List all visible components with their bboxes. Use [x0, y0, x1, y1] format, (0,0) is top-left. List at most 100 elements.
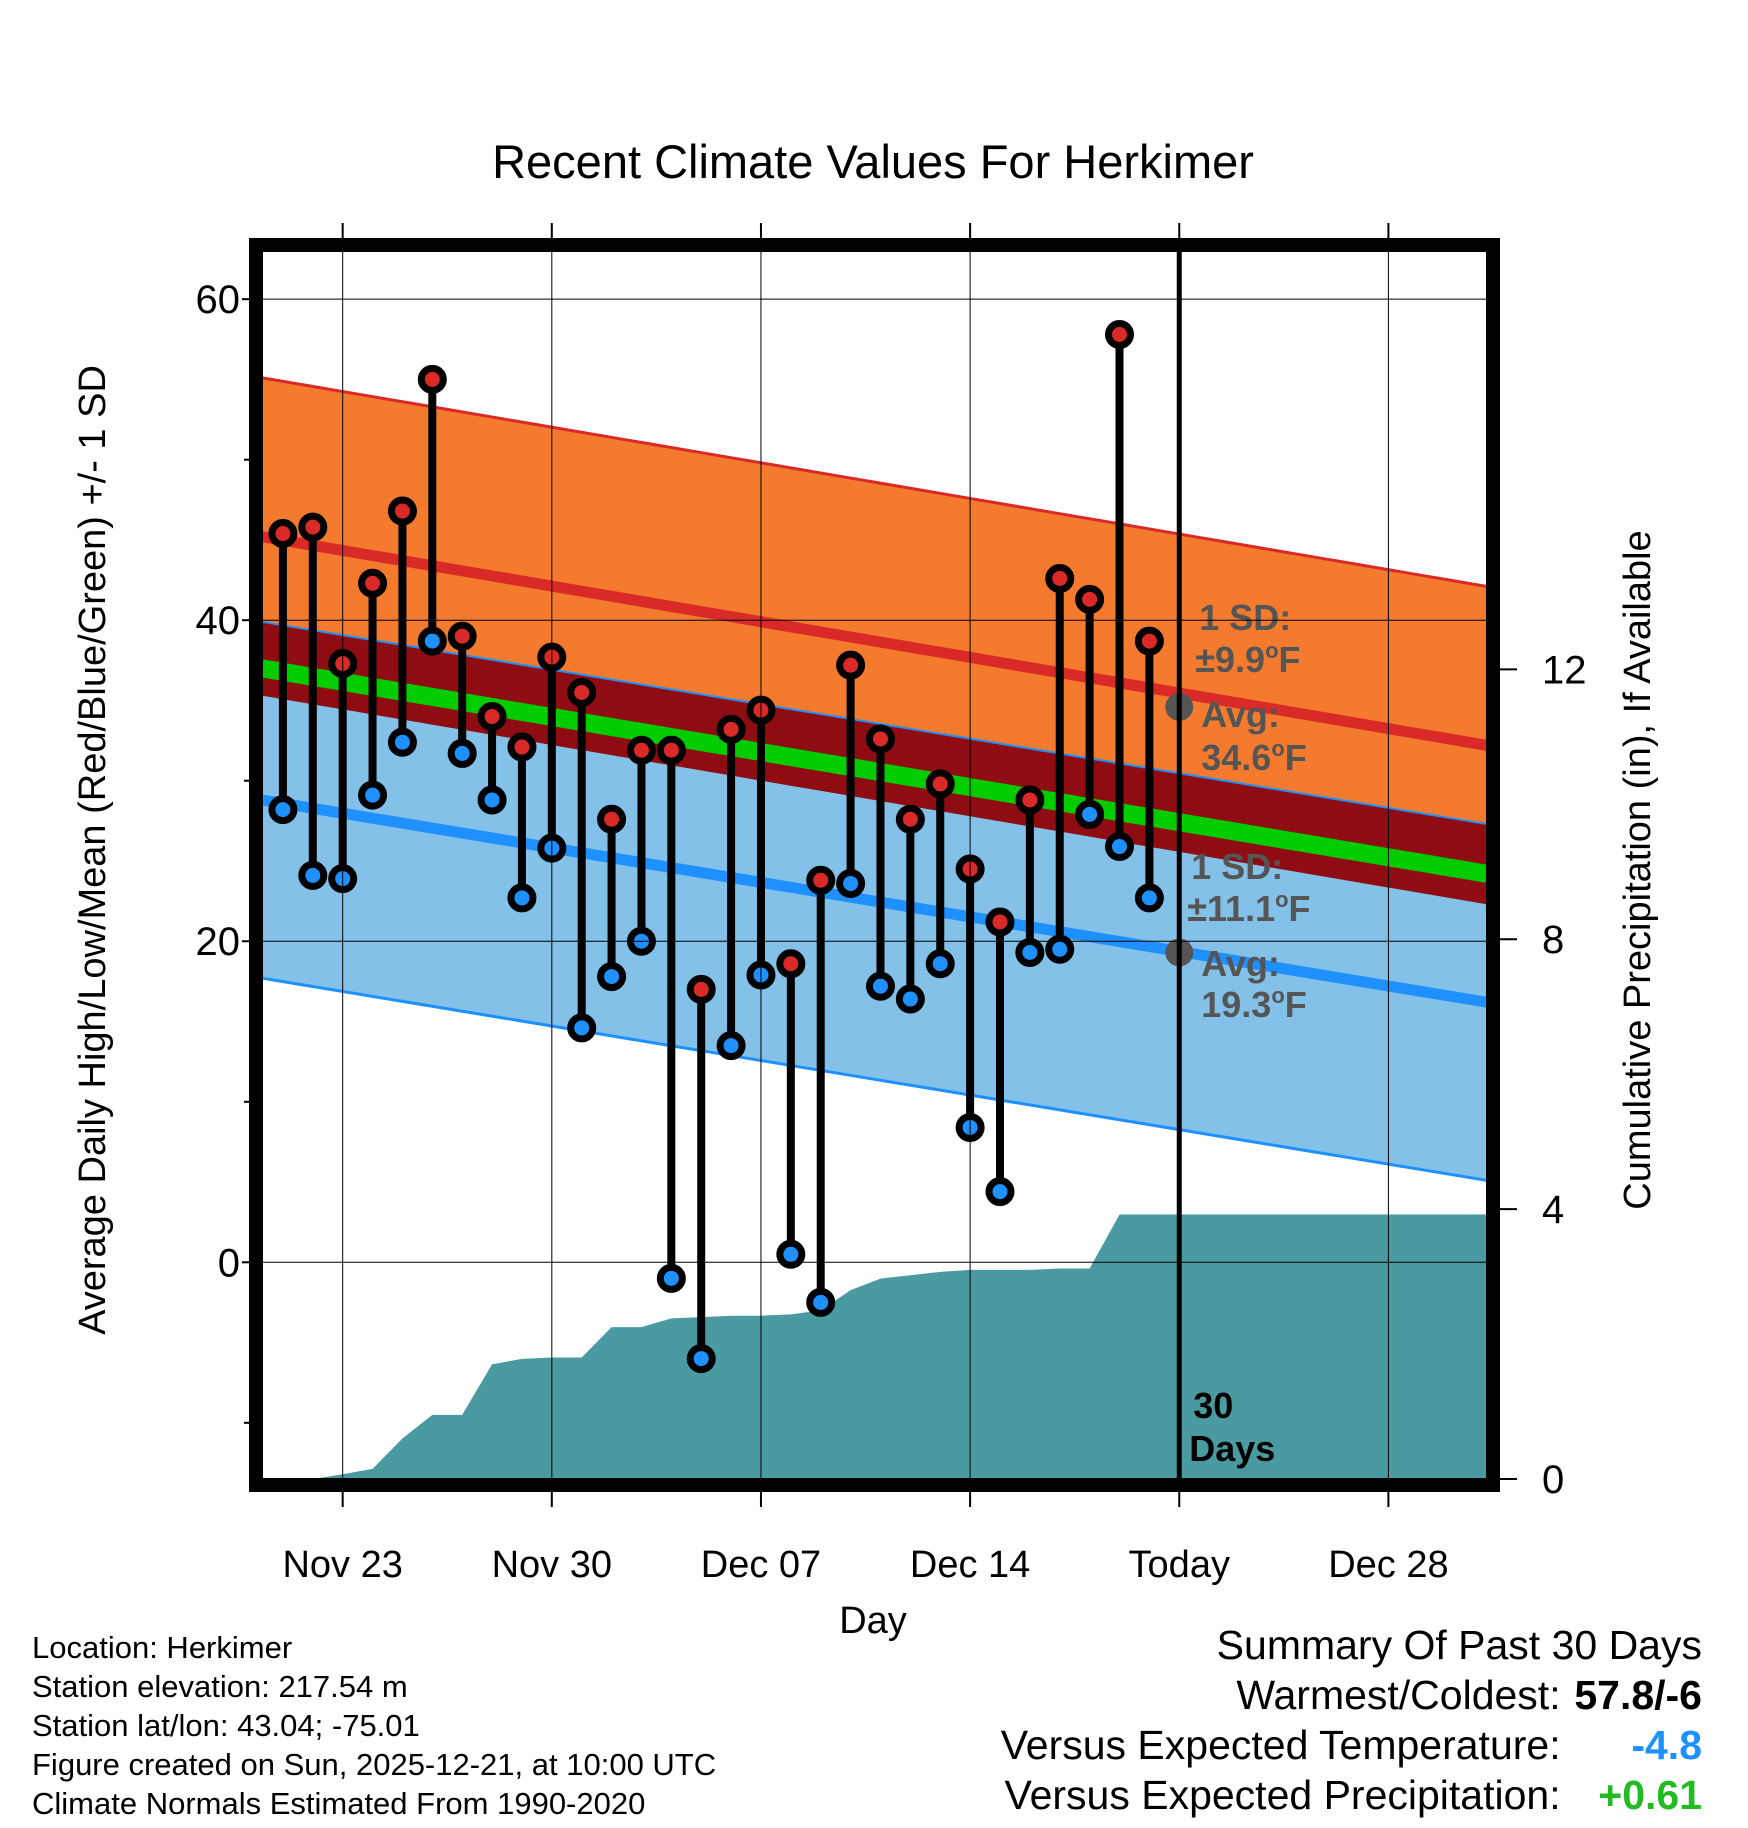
warmest-value: 57.8/-6: [1574, 1672, 1702, 1718]
summary-panel: Summary Of Past 30 Days Warmest/Coldest:…: [1001, 1620, 1702, 1820]
day-0-range: [268, 519, 298, 825]
high-point: [1075, 584, 1105, 614]
day-13-range: [656, 735, 686, 1293]
location-text: Location: Herkimer: [32, 1630, 293, 1665]
x-tick-label-4: Today: [1129, 1544, 1230, 1586]
low-point: [477, 785, 507, 815]
day-11-range: [597, 804, 627, 992]
high-avg-label: Avg:: [1201, 694, 1280, 735]
high-point: [925, 769, 955, 799]
day-7-range: [477, 702, 507, 815]
low-sd-value: ±11.1oF: [1187, 887, 1310, 929]
low-point: [387, 727, 417, 757]
day-4-range: [387, 496, 417, 757]
y2-tick-label-0: 0: [1542, 1458, 1564, 1502]
low-point: [1134, 883, 1164, 913]
elevation-text: Station elevation: 217.54 m: [32, 1669, 408, 1704]
day-19-range: [836, 650, 866, 898]
high-point: [895, 804, 925, 834]
y-tick-label-40: 40: [196, 599, 241, 643]
day-20-range: [865, 724, 895, 1001]
plot-frame: [249, 238, 1500, 1492]
x-tick-label-2: Dec 07: [701, 1544, 821, 1586]
high-point: [387, 496, 417, 526]
y-axis-label: Average Daily High/Low/Mean (Red/Blue/Gr…: [72, 365, 114, 1335]
low-point: [1045, 934, 1075, 964]
warmest-label: Warmest/Coldest:: [1236, 1672, 1561, 1718]
high-point: [298, 512, 328, 542]
precip-label: Versus Expected Precipitation:: [1004, 1772, 1561, 1818]
summary-warmest-row: Warmest/Coldest: 57.8/-6: [1001, 1670, 1702, 1720]
y2-tick-label-4: 4: [1542, 1188, 1564, 1232]
high-point: [836, 650, 866, 680]
x-tick-label-3: Dec 14: [910, 1544, 1030, 1586]
temp-label: Versus Expected Temperature:: [1000, 1722, 1561, 1768]
high-point: [626, 735, 656, 765]
day-27-range: [1075, 584, 1105, 829]
high-point: [567, 677, 597, 707]
low-point: [865, 971, 895, 1001]
day-18-range: [806, 865, 836, 1317]
high-point: [985, 907, 1015, 937]
high-band-upper-edge: [261, 376, 1488, 588]
x-tick-label-5: Dec 28: [1328, 1544, 1448, 1586]
day-3-range: [358, 568, 388, 810]
day-6-range: [447, 621, 477, 768]
x-axis-label: Day: [839, 1600, 907, 1642]
low-point: [507, 883, 537, 913]
latlon-text: Station lat/lon: 43.04; -75.01: [32, 1708, 420, 1743]
precip-value: +0.61: [1598, 1772, 1702, 1818]
low-point: [895, 984, 925, 1014]
day-24-range: [985, 907, 1015, 1207]
high-point: [776, 949, 806, 979]
low-avg-label: Avg:: [1201, 943, 1280, 984]
chart-title: Recent Climate Values For Herkimer: [492, 135, 1254, 188]
high-point: [597, 804, 627, 834]
low-point: [1015, 937, 1045, 967]
high-point: [447, 621, 477, 651]
high-point: [417, 364, 447, 394]
low-point: [776, 1239, 806, 1269]
day-29-range: [1134, 626, 1164, 913]
day-26-range: [1045, 563, 1075, 964]
created-text: Figure created on Sun, 2025-12-21, at 10…: [32, 1747, 717, 1782]
day-22-range: [925, 769, 955, 979]
high-point: [507, 732, 537, 762]
low-sd-label: 1 SD:: [1191, 846, 1283, 887]
day-15-range: [716, 714, 746, 1061]
station-info: Location: Herkimer Station elevation: 21…: [32, 1628, 716, 1823]
high-point: [716, 714, 746, 744]
low-point: [597, 962, 627, 992]
day-17-range: [776, 949, 806, 1269]
low-point: [1105, 832, 1134, 862]
temp-value: -4.8: [1631, 1722, 1702, 1768]
high-point: [1015, 785, 1045, 815]
low-point: [1075, 799, 1105, 829]
summary-temp-row: Versus Expected Temperature: -4.8: [1001, 1720, 1702, 1770]
y2-tick-label-12: 12: [1542, 648, 1587, 692]
low-point: [656, 1263, 686, 1293]
days-count-label: 30: [1193, 1385, 1233, 1426]
high-point: [1134, 626, 1164, 656]
summary-title: Summary Of Past 30 Days: [1216, 1622, 1702, 1668]
low-point: [417, 626, 447, 656]
summary-precip-row: Versus Expected Precipitation: +0.61: [1001, 1770, 1703, 1820]
low-point: [686, 1344, 716, 1374]
low-point: [358, 780, 388, 810]
days-word-label: Days: [1189, 1428, 1275, 1469]
precip-area: [282, 1214, 1487, 1479]
normal-low-line: [261, 794, 1488, 1008]
day-28-range: [1105, 319, 1134, 862]
day-8-range: [507, 732, 537, 913]
low-point: [925, 949, 955, 979]
low-point: [447, 738, 477, 768]
high-sd-label: 1 SD:: [1199, 597, 1291, 638]
high-point: [806, 865, 836, 895]
x-tick-label-1: Nov 30: [492, 1544, 612, 1586]
high-point: [865, 724, 895, 754]
day-10-range: [567, 677, 597, 1043]
y-tick-label-20: 20: [196, 920, 241, 964]
low-point: [268, 795, 298, 825]
low-point: [298, 860, 328, 890]
